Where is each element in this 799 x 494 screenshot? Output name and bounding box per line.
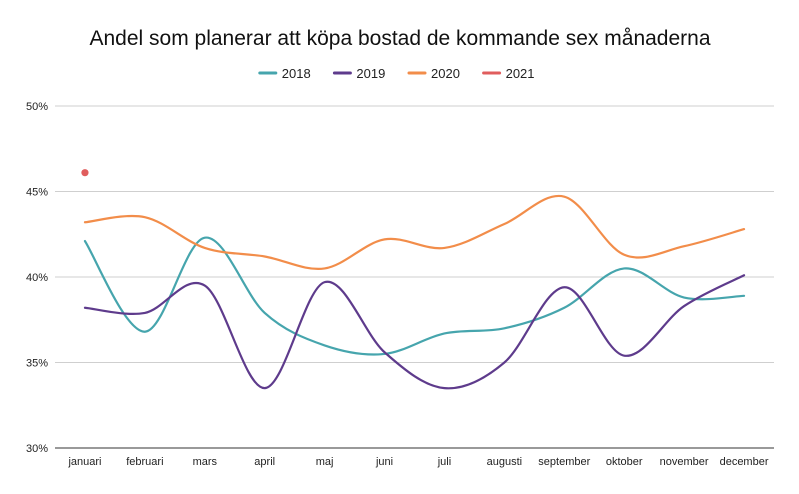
x-tick-label: november (660, 456, 709, 468)
legend: 2018 2019 2020 2021 (258, 66, 535, 81)
legend-label-2018: 2018 (282, 66, 311, 81)
x-tick-label: mars (193, 456, 218, 468)
x-tick-label: maj (316, 456, 334, 468)
y-tick-label: 45% (26, 187, 48, 199)
y-axis: 30% 35% 40% 45% 50% (26, 101, 48, 455)
x-tick-label: september (538, 456, 590, 468)
gridlines (55, 105, 774, 449)
x-tick-label: december (720, 456, 769, 468)
chart-title: Andel som planerar att köpa bostad de ko… (89, 27, 710, 50)
x-tick-label: augusti (487, 456, 522, 468)
y-tick-label: 35% (26, 358, 48, 370)
series-point-2021 (81, 169, 89, 177)
x-tick-label: oktober (606, 456, 643, 468)
legend-label-2020: 2020 (431, 66, 460, 81)
x-tick-label: januari (67, 456, 101, 468)
x-axis: januari februari mars april maj juni juli augus… (67, 456, 768, 468)
x-tick-label: juni (375, 456, 393, 468)
y-tick-label: 30% (26, 443, 48, 455)
x-tick-label: april (254, 456, 275, 468)
series-line-2020 (83, 194, 746, 270)
legend-label-2021: 2021 (506, 66, 535, 81)
y-tick-label: 40% (26, 272, 48, 284)
series-line-2019 (83, 274, 746, 390)
plot-area (81, 169, 746, 390)
x-tick-label: juli (437, 456, 451, 468)
x-tick-label: februari (126, 456, 163, 468)
y-tick-label: 50% (26, 101, 48, 113)
legend-label-2019: 2019 (356, 66, 385, 81)
series-line-2018 (83, 236, 746, 356)
